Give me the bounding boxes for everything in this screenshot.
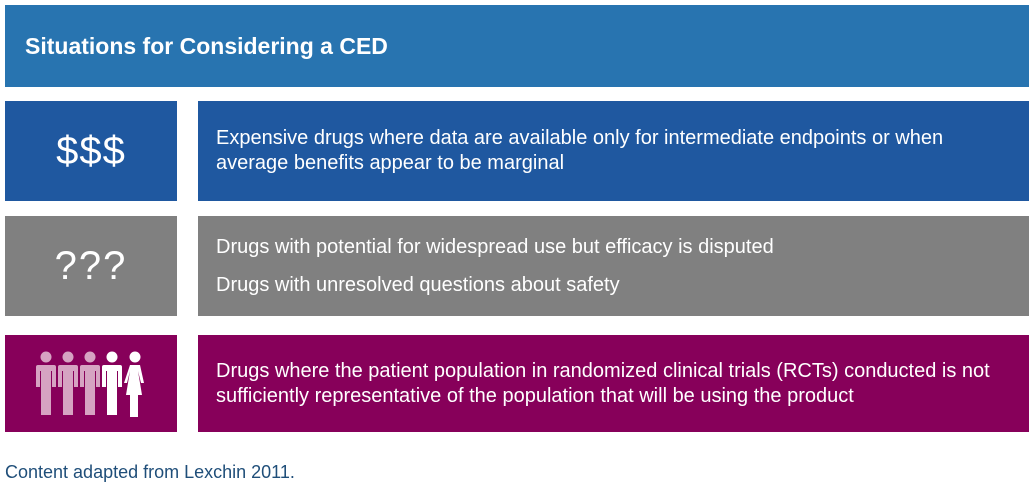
row-3-text-box: Drugs where the patient population in ra…	[198, 335, 1029, 432]
row-2-line-2: Drugs with unresolved questions about sa…	[216, 273, 620, 296]
person-icon	[80, 351, 100, 415]
row-1-symbol-box: $$$	[5, 101, 177, 201]
header-bar: Situations for Considering a CED	[5, 5, 1029, 87]
question-marks-symbol: ???	[54, 243, 128, 288]
row-1-text-box: Expensive drugs where data are available…	[198, 101, 1029, 201]
row-1-line-1: Expensive drugs where data are available…	[216, 127, 944, 174]
row-2-text-box: Drugs with potential for widespread use …	[198, 216, 1029, 316]
row-3-symbol-box	[5, 335, 177, 432]
row-2-line-1: Drugs with potential for widespread use …	[216, 235, 774, 258]
person-icon	[58, 351, 78, 415]
row-3-line-1: Drugs where the patient population in ra…	[216, 359, 990, 407]
page-title: Situations for Considering a CED	[25, 32, 388, 59]
person-female-icon	[124, 351, 144, 417]
person-icon	[36, 351, 56, 415]
row-2-symbol-box: ???	[5, 216, 177, 316]
source-note: Content adapted from Lexchin 2011.	[5, 462, 295, 482]
dollar-signs-symbol: $$$	[56, 128, 126, 173]
people-group-icon	[36, 351, 146, 417]
person-icon	[102, 351, 122, 415]
